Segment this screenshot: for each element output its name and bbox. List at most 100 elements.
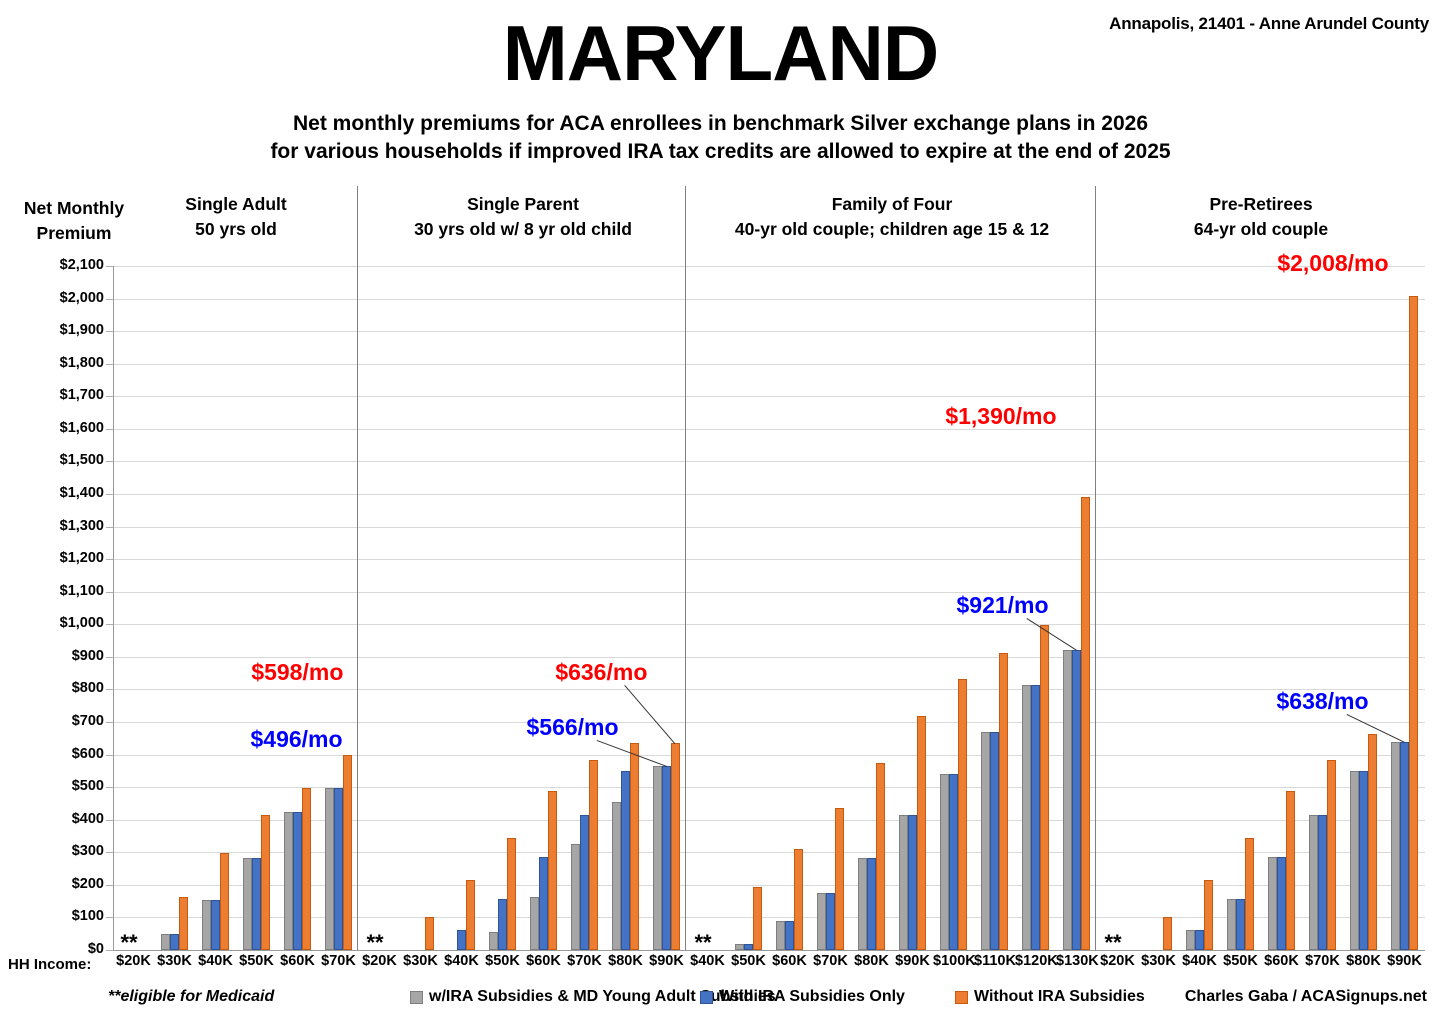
bar-blue [457, 929, 466, 950]
bar-gray [571, 844, 581, 950]
y-axis-tick-label: $1,100 [59, 582, 104, 599]
bar-blue [1277, 856, 1286, 950]
y-axis-tick-label: $400 [71, 810, 104, 827]
group-header-name: Single Parent [467, 194, 579, 214]
bar-gray [735, 944, 745, 950]
y-axis-tick-mark [106, 428, 113, 430]
group-header-2: Single Parent 30 yrs old w/ 8 yr old chil… [359, 192, 687, 243]
value-callout: $496/mo [250, 726, 343, 753]
y-axis-tick-mark [106, 461, 113, 463]
bar-gray [1391, 742, 1401, 950]
bar-blue [1072, 650, 1081, 950]
bar-gray [489, 932, 499, 950]
group-header-1: Single Adult 50 yrs old [113, 192, 359, 243]
x-axis-tick-label: $60K [1264, 953, 1299, 969]
group-separator [356, 186, 358, 950]
bar-gray [940, 773, 950, 950]
bar-blue [1236, 898, 1245, 950]
y-axis-tick-label: $200 [71, 875, 104, 892]
value-callout: $566/mo [526, 713, 619, 740]
bar-blue [293, 811, 302, 950]
value-callout: $921/mo [956, 592, 1049, 619]
x-axis-tick-label: $40K [690, 953, 725, 969]
y-axis-tick-label: $1,300 [59, 517, 104, 534]
gridline [113, 754, 1425, 756]
y-axis-tick-mark [106, 917, 113, 919]
bar-gray [1268, 856, 1278, 950]
chart-plot-area: $2,100 $2,000 $1,900 $1,800 $1,700 $1,600 $1,5… [60, 186, 1425, 957]
legend-swatch-icon [700, 990, 713, 1004]
y-axis-tick-mark [106, 722, 113, 723]
page-title: MARYLAND [502, 9, 939, 97]
y-axis-title-line-1: Net Monthly [23, 198, 125, 218]
gridline [113, 494, 1425, 495]
callout-leader-line [1025, 618, 1077, 651]
subtitle-line-1: Net monthly premiums for ACA enrollees i… [292, 112, 1149, 135]
gridline [113, 656, 1425, 658]
gridline [113, 559, 1425, 561]
x-axis-tick-label: $100K [933, 953, 976, 969]
bar-orange [219, 852, 229, 950]
bar-orange [260, 814, 270, 950]
gridline [113, 787, 1425, 789]
x-axis-tick-label: $90K [1387, 953, 1422, 969]
value-callout: $598/mo [251, 659, 344, 686]
bar-orange [465, 880, 475, 950]
group-header-subtitle: 30 yrs old w/ 8 yr old child [414, 219, 632, 240]
bar-orange [1285, 790, 1295, 950]
bar-blue [334, 788, 343, 950]
gridline [113, 266, 1425, 267]
bar-orange [588, 760, 598, 950]
bar-gray [161, 933, 171, 950]
bar-blue [744, 944, 753, 950]
y-axis-tick-mark [106, 950, 113, 951]
group-separator [1094, 186, 1096, 950]
bar-blue [1400, 742, 1409, 950]
x-axis-tick-label: $30K [403, 953, 438, 969]
value-callout: $638/mo [1276, 688, 1369, 715]
y-axis-tick-mark [106, 787, 113, 789]
y-axis-tick-mark [106, 852, 113, 854]
y-axis-line [113, 266, 114, 950]
x-axis-tick-label: $60K [526, 953, 561, 969]
value-callout: $636/mo [555, 658, 648, 685]
bar-blue [580, 815, 589, 950]
y-axis-tick-label: $100 [71, 908, 104, 925]
legend-item-orange[interactable]: Without IRA Subsidies [955, 988, 1145, 1006]
callout-leader-line [624, 684, 676, 744]
y-axis-tick-mark [106, 656, 113, 658]
medicaid-marker: ** [1104, 930, 1122, 955]
group-header-subtitle: 50 yrs old [195, 219, 277, 240]
group-header-name: Single Adult [185, 194, 287, 214]
y-axis-tick-label: $1,200 [59, 550, 104, 567]
bar-orange [506, 837, 516, 950]
bar-blue [498, 898, 507, 950]
y-axis-tick-mark [106, 266, 113, 267]
bar-blue [867, 858, 876, 950]
y-axis-tick-label: $1,500 [59, 452, 104, 469]
medicaid-marker: ** [366, 930, 384, 955]
gridline [113, 722, 1425, 723]
x-axis-tick-label: $60K [280, 953, 315, 969]
legend-item-blue[interactable]: With IRA Subsidies Only [700, 988, 905, 1006]
medicaid-marker: ** [120, 930, 138, 955]
bar-gray [1186, 929, 1196, 950]
subtitle-line-2: for various households if improved IRA t… [270, 140, 1171, 164]
x-axis-tick-label: $70K [567, 953, 602, 969]
y-axis-tick-label: $900 [71, 647, 104, 664]
bar-gray [1063, 650, 1073, 950]
x-axis-tick-label: $70K [813, 953, 848, 969]
y-axis-tick-label: $600 [71, 745, 104, 762]
y-axis-tick-label: $2,000 [59, 289, 104, 306]
x-axis-title: HH Income: [8, 956, 92, 973]
x-axis-tick-label: $110K [974, 953, 1016, 969]
y-axis-tick-mark [106, 819, 113, 821]
bar-orange [1039, 625, 1049, 950]
bar-gray [612, 802, 622, 950]
y-axis-tick-mark [106, 526, 113, 528]
gridline [113, 689, 1425, 691]
value-callout: $1,390/mo [945, 403, 1057, 430]
bar-orange [752, 887, 762, 950]
legend-item-gray[interactable]: w/IRA Subsidies & MD Young Adult Subsidi… [410, 988, 776, 1006]
group-header-name: Pre-Retirees [1209, 194, 1313, 214]
